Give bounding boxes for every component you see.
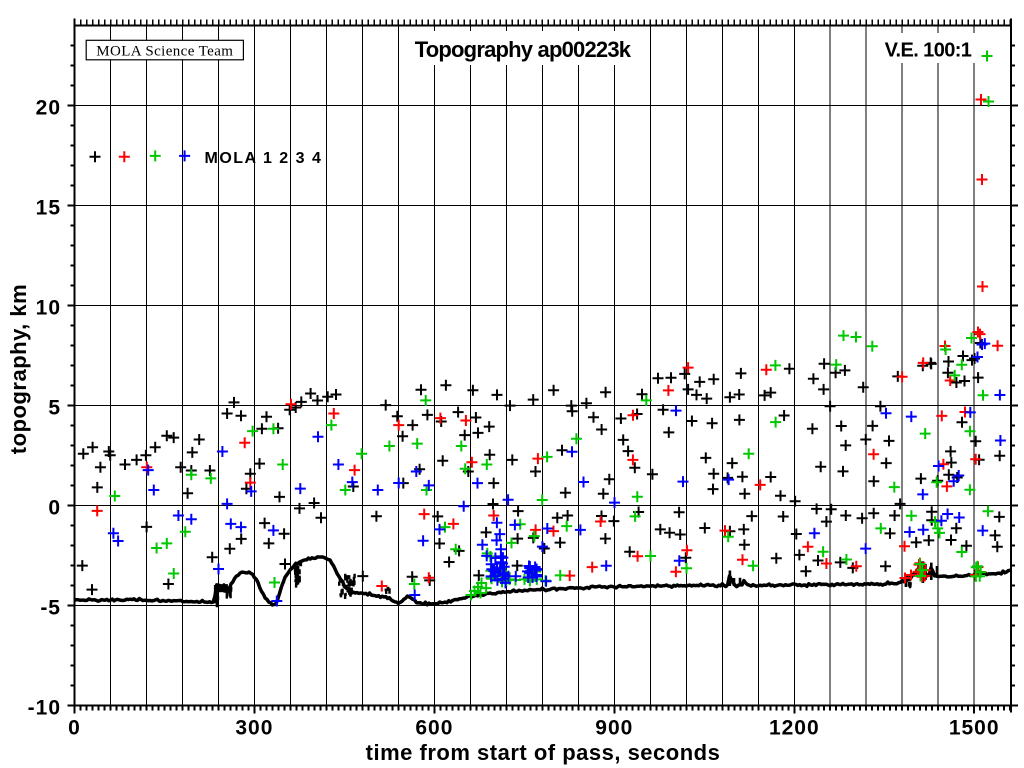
svg-text:300: 300 <box>235 717 273 740</box>
svg-text:0: 0 <box>68 717 81 740</box>
svg-text:Topography ap00223k: Topography ap00223k <box>415 37 632 62</box>
svg-text:0: 0 <box>48 496 61 519</box>
svg-text:20: 20 <box>36 96 61 119</box>
svg-text:1500: 1500 <box>949 717 1000 740</box>
svg-text:MOLA Science Team: MOLA Science Team <box>96 44 233 60</box>
svg-text:600: 600 <box>415 717 453 740</box>
svg-text:-5: -5 <box>40 596 61 619</box>
svg-text:MOLA 1 2 3 4: MOLA 1 2 3 4 <box>205 150 323 167</box>
svg-text:15: 15 <box>36 196 61 219</box>
svg-text:10: 10 <box>36 296 61 319</box>
svg-text:time from start of pass, secon: time from start of pass, seconds <box>366 740 721 765</box>
svg-text:topography, km: topography, km <box>6 284 31 454</box>
svg-text:1200: 1200 <box>769 717 820 740</box>
svg-text:900: 900 <box>595 717 633 740</box>
svg-text:5: 5 <box>48 396 61 419</box>
svg-text:-10: -10 <box>28 696 61 719</box>
svg-text:V.E. 100:1: V.E. 100:1 <box>885 40 972 62</box>
